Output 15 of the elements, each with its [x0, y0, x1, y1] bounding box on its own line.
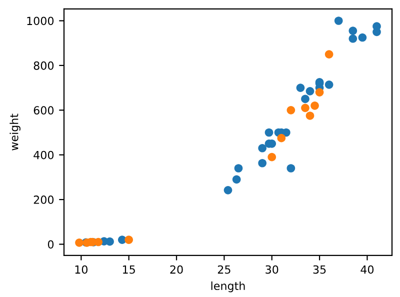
x-tick-label: 10	[75, 265, 88, 274]
y-tick-label: 800	[34, 61, 54, 70]
x-tick-label: 35	[313, 265, 326, 274]
x-tick-label: 20	[170, 265, 183, 274]
y-axis-title: weight	[10, 114, 20, 150]
x-tick-label: 15	[122, 265, 135, 274]
x-tick-label: 30	[266, 265, 278, 274]
y-tick-label: 0	[48, 240, 54, 249]
y-tick-label: 600	[34, 106, 54, 115]
x-tick-label: 25	[218, 265, 230, 274]
x-axis-title: length	[211, 281, 245, 292]
y-tick-label: 400	[34, 150, 54, 160]
y-tick-label: 200	[34, 196, 54, 204]
y-tick-label: 1000	[27, 16, 54, 26]
x-tick-label: 40	[360, 265, 374, 274]
